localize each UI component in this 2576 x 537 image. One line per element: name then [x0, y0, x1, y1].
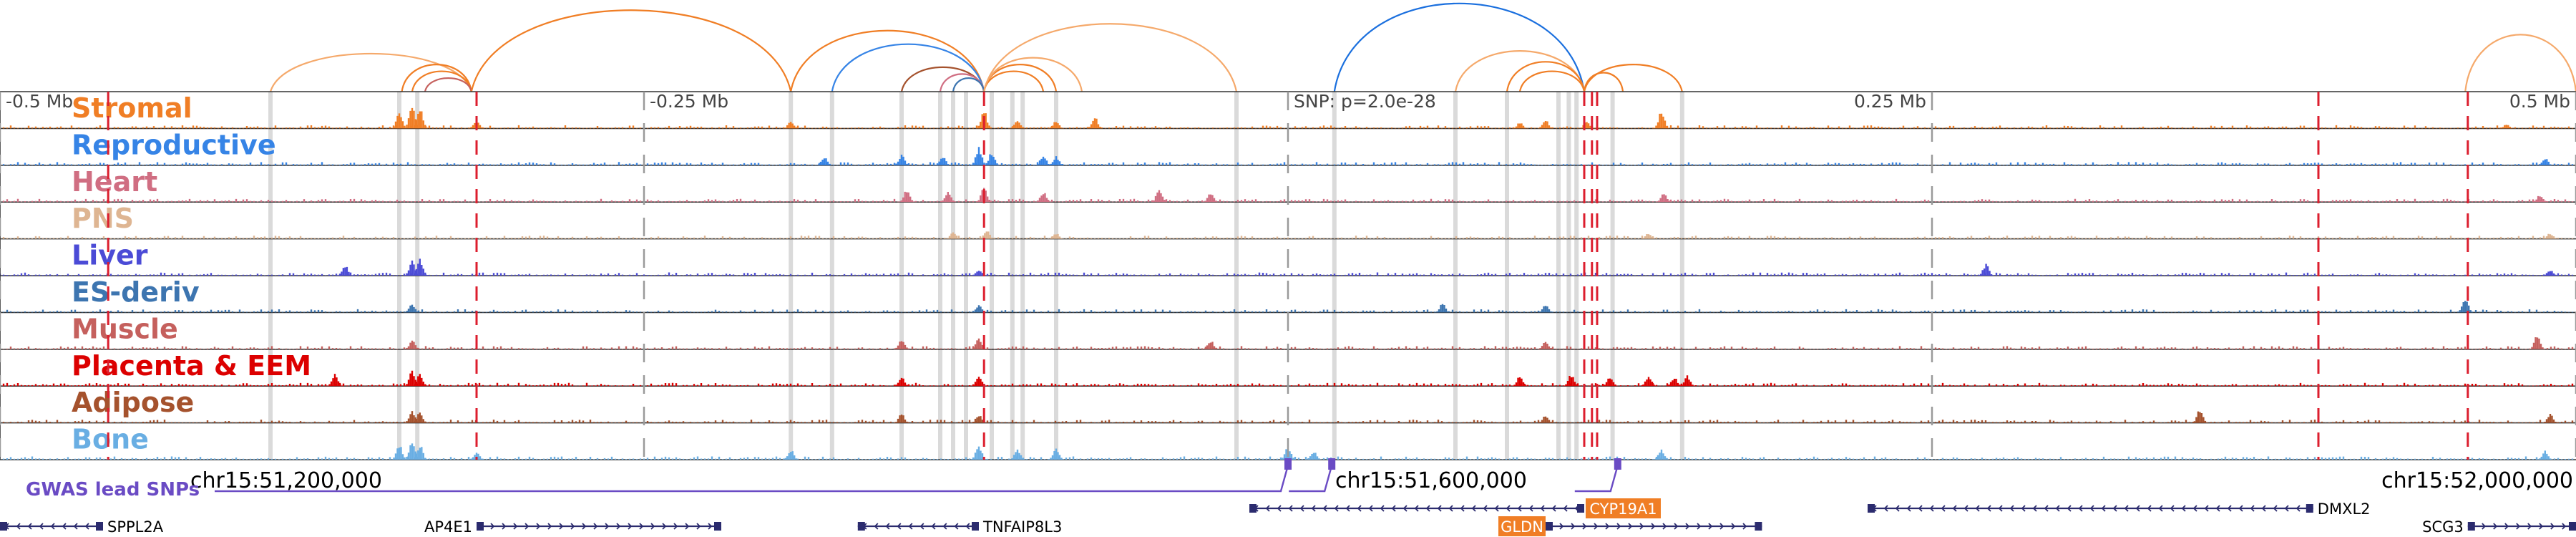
signal-liver [0, 258, 2574, 276]
track-label: Adipose [72, 387, 194, 418]
gene-label: TNFAIP8L3 [982, 518, 1062, 536]
gwas-connector [1289, 465, 1333, 493]
marker-lines [0, 92, 2576, 460]
coordinate-label: chr15:52,000,000 [2381, 468, 2573, 493]
gene-label: DMXL2 [2318, 500, 2371, 518]
loop-arc [2464, 34, 2576, 92]
loop-arc [900, 66, 985, 92]
coordinate-label: chr15:51,200,000 [190, 468, 382, 493]
gwas-track: GWAS lead SNPs [26, 458, 1621, 500]
loop-arc [790, 29, 985, 92]
gene-exon [1546, 522, 1553, 531]
loop-arc [1518, 70, 1586, 92]
gene-exon [1249, 504, 1257, 513]
track-label: Liver [72, 240, 148, 271]
signal-pns [0, 231, 2574, 239]
track-label: PNS [72, 203, 134, 234]
signal-heart [0, 188, 2574, 203]
gene-label: AP4E1 [424, 518, 472, 536]
gwas-snp-marker [1328, 458, 1336, 470]
gwas-snp-marker [1284, 458, 1292, 470]
track-label: Heart [72, 166, 157, 198]
track-label: Stromal [72, 92, 192, 124]
relative-tick-label: 0.25 Mb [1854, 91, 1926, 112]
gene-exon [1868, 504, 1875, 513]
relative-tick-label: 0.5 Mb [2509, 91, 2570, 112]
gene-exon [2306, 504, 2313, 513]
gene-exon [0, 522, 7, 531]
track-label: Placenta & EEM [72, 350, 311, 382]
loop-arc [1583, 72, 1624, 92]
loop-arc [939, 73, 985, 92]
loop-arc [983, 23, 1238, 92]
relative-tick-label: -0.5 Mb [6, 91, 73, 112]
loop-arc [983, 70, 1045, 92]
loop-arc [1583, 64, 1683, 92]
loop-arc [1506, 61, 1586, 92]
gwas-label: GWAS lead SNPs [26, 479, 200, 500]
track-label: Bone [72, 424, 149, 455]
gene-exon [477, 522, 484, 531]
loop-arc [411, 70, 472, 92]
loop-arc [1454, 50, 1586, 92]
gene-exon [1577, 504, 1584, 513]
loop-arc [983, 57, 1083, 92]
loop-arc [470, 9, 792, 92]
gene-exon [2467, 522, 2475, 531]
signal-reproductive [0, 147, 2574, 165]
coordinate-label: chr15:51,600,000 [1335, 468, 1527, 493]
gene-exon [714, 522, 721, 531]
signal-es-deriv [0, 301, 2574, 313]
gene-exon [972, 522, 979, 531]
axis-labels: -0.5 Mb -0.25 Mb 0.25 Mb 0.5 Mb SNP: p=2.0e-… [6, 91, 2573, 493]
loop-arc [424, 77, 472, 92]
gene-highlight-box [1498, 516, 1546, 536]
gene-exon [2569, 522, 2576, 531]
gene-exon [857, 522, 865, 531]
loop-arc [269, 52, 472, 92]
signal-muscle [0, 337, 2574, 349]
signal-tracks: Stromal Reproductive Heart PNS Liver ES-deriv… [0, 91, 2576, 460]
loop-arc [952, 77, 985, 92]
chromatin-loops [269, 2, 2576, 92]
gene-label: CYP19A1 [1589, 500, 1657, 518]
track-label: Reproductive [72, 129, 276, 160]
loop-arc [401, 63, 472, 92]
signal-adipose [0, 411, 2574, 423]
track-label: Muscle [72, 313, 178, 344]
gene-label: SCG3 [2422, 518, 2464, 536]
gene-label: GLDN [1501, 518, 1543, 536]
loop-arc [831, 43, 985, 92]
gwas-connector [1574, 465, 1619, 493]
gene-exon [96, 522, 103, 531]
signal-stromal [0, 107, 2574, 129]
loop-arc [1333, 2, 1586, 92]
gene-label: SPPL2A [107, 518, 164, 536]
signal-placenta-eem [0, 370, 2574, 387]
snp-label: SNP: p=2.0e-28 [1294, 91, 1436, 112]
signal-bone [0, 443, 2574, 460]
gwas-connector [215, 465, 1289, 493]
gene-exon [1755, 522, 1762, 531]
gene-track: SPPL2A AP4E1 TNFAIP8L3 CYP19A1 GLDN DMXL2 SCG3 [0, 498, 2576, 536]
relative-tick-label: -0.25 Mb [650, 91, 728, 112]
track-label: ES-deriv [72, 276, 200, 308]
gene-highlight-box [1586, 498, 1661, 518]
gwas-snp-marker [1614, 458, 1621, 470]
